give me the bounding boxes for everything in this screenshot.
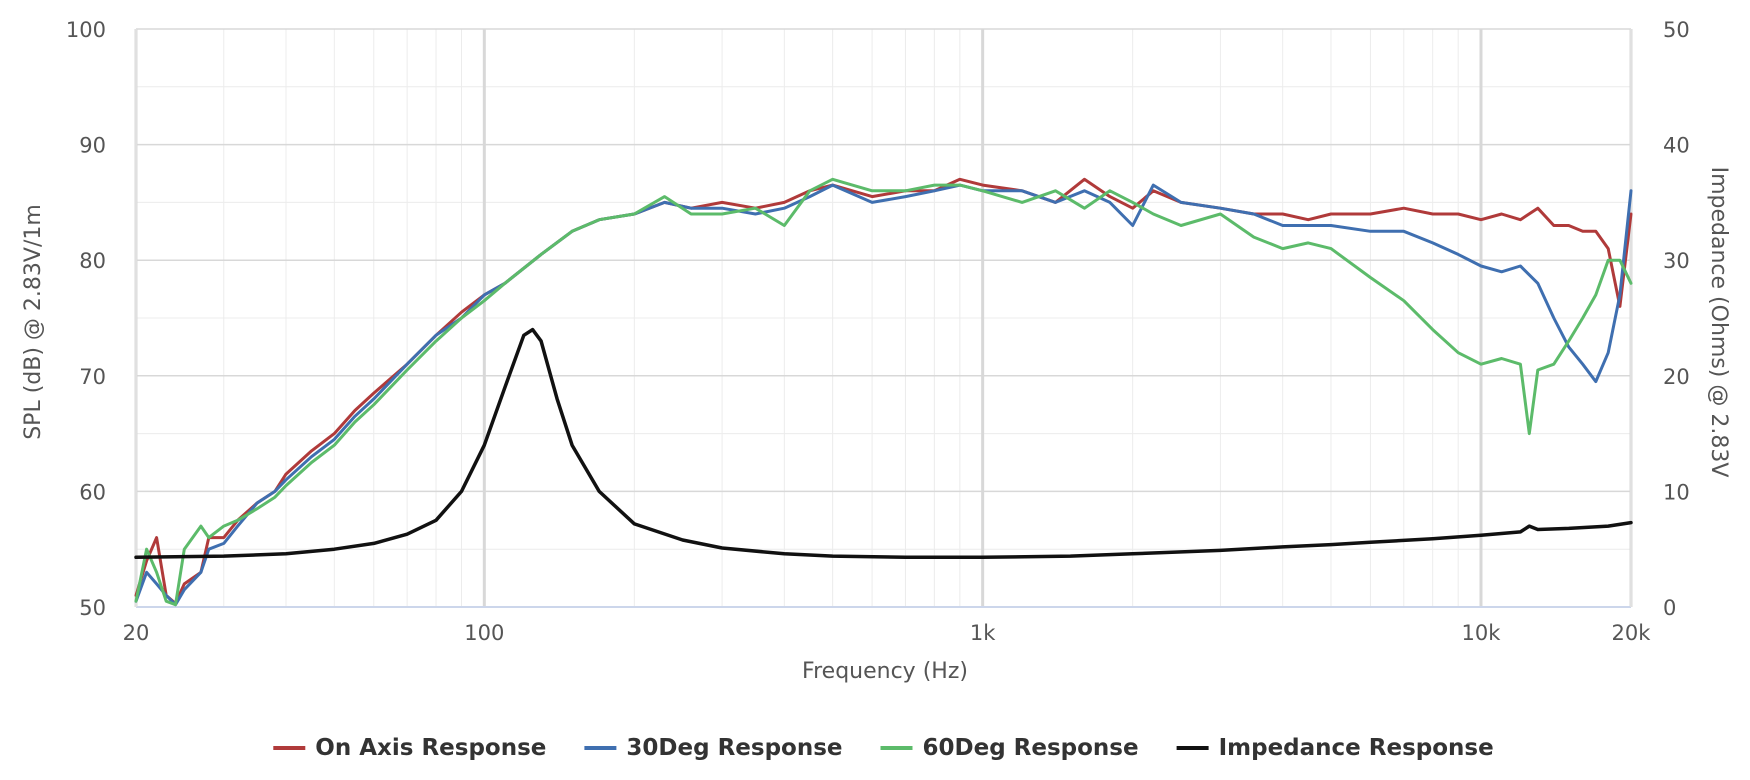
series-layer [134, 177, 1633, 607]
legend-item-60deg-response[interactable]: 60Deg Response [880, 735, 1139, 761]
legend-item-on-axis-response[interactable]: On Axis Response [273, 735, 546, 761]
tick-labels: 20 100 1k 10k 20k 50 60 70 80 90 100 0 10 20 30 40 50 [66, 18, 1690, 645]
x-tick-label: 1k [970, 621, 996, 645]
y2-tick-label: 0 [1663, 596, 1676, 620]
plot-frame [135, 29, 1632, 608]
y-tick-label: 100 [66, 18, 106, 42]
y2-tick-label: 40 [1663, 134, 1690, 158]
legend-label: On Axis Response [315, 735, 546, 761]
minor-grid [135, 29, 1631, 607]
y-tick-label: 50 [79, 596, 106, 620]
30deg-response-line [134, 183, 1633, 607]
y-tick-label: 60 [79, 480, 106, 504]
legend-item-30deg-response[interactable]: 30Deg Response [584, 735, 843, 761]
y-tick-label: 70 [79, 365, 106, 389]
legend-label: Impedance Response [1219, 735, 1494, 761]
y2-tick-label: 30 [1663, 249, 1690, 273]
legend-item-impedance-response[interactable]: Impedance Response [1176, 735, 1494, 761]
y-axis-title: SPL (dB) @ 2.83V/1m [21, 204, 46, 440]
y2-tick-label: 50 [1663, 18, 1690, 42]
legend-label: 60Deg Response [923, 735, 1139, 761]
legend-label: 30Deg Response [626, 735, 842, 761]
impedance-response-line [134, 327, 1633, 560]
legend: On Axis Response 30Deg Response 60Deg Resp… [273, 735, 1494, 761]
y2-tick-label: 20 [1663, 365, 1690, 389]
x-axis-title: Frequency (Hz) [802, 659, 968, 684]
y2-tick-label: 10 [1663, 480, 1690, 504]
60deg-response-line [134, 177, 1633, 607]
y-tick-label: 80 [79, 249, 106, 273]
x-tick-label: 20 [123, 621, 150, 645]
x-tick-label: 100 [464, 621, 504, 645]
x-tick-label: 20k [1612, 621, 1652, 645]
x-tick-label: 10k [1462, 621, 1502, 645]
y2-axis-title: Impedance (Ohms) @ 2.83V [1706, 167, 1731, 478]
y-tick-label: 90 [79, 134, 106, 158]
